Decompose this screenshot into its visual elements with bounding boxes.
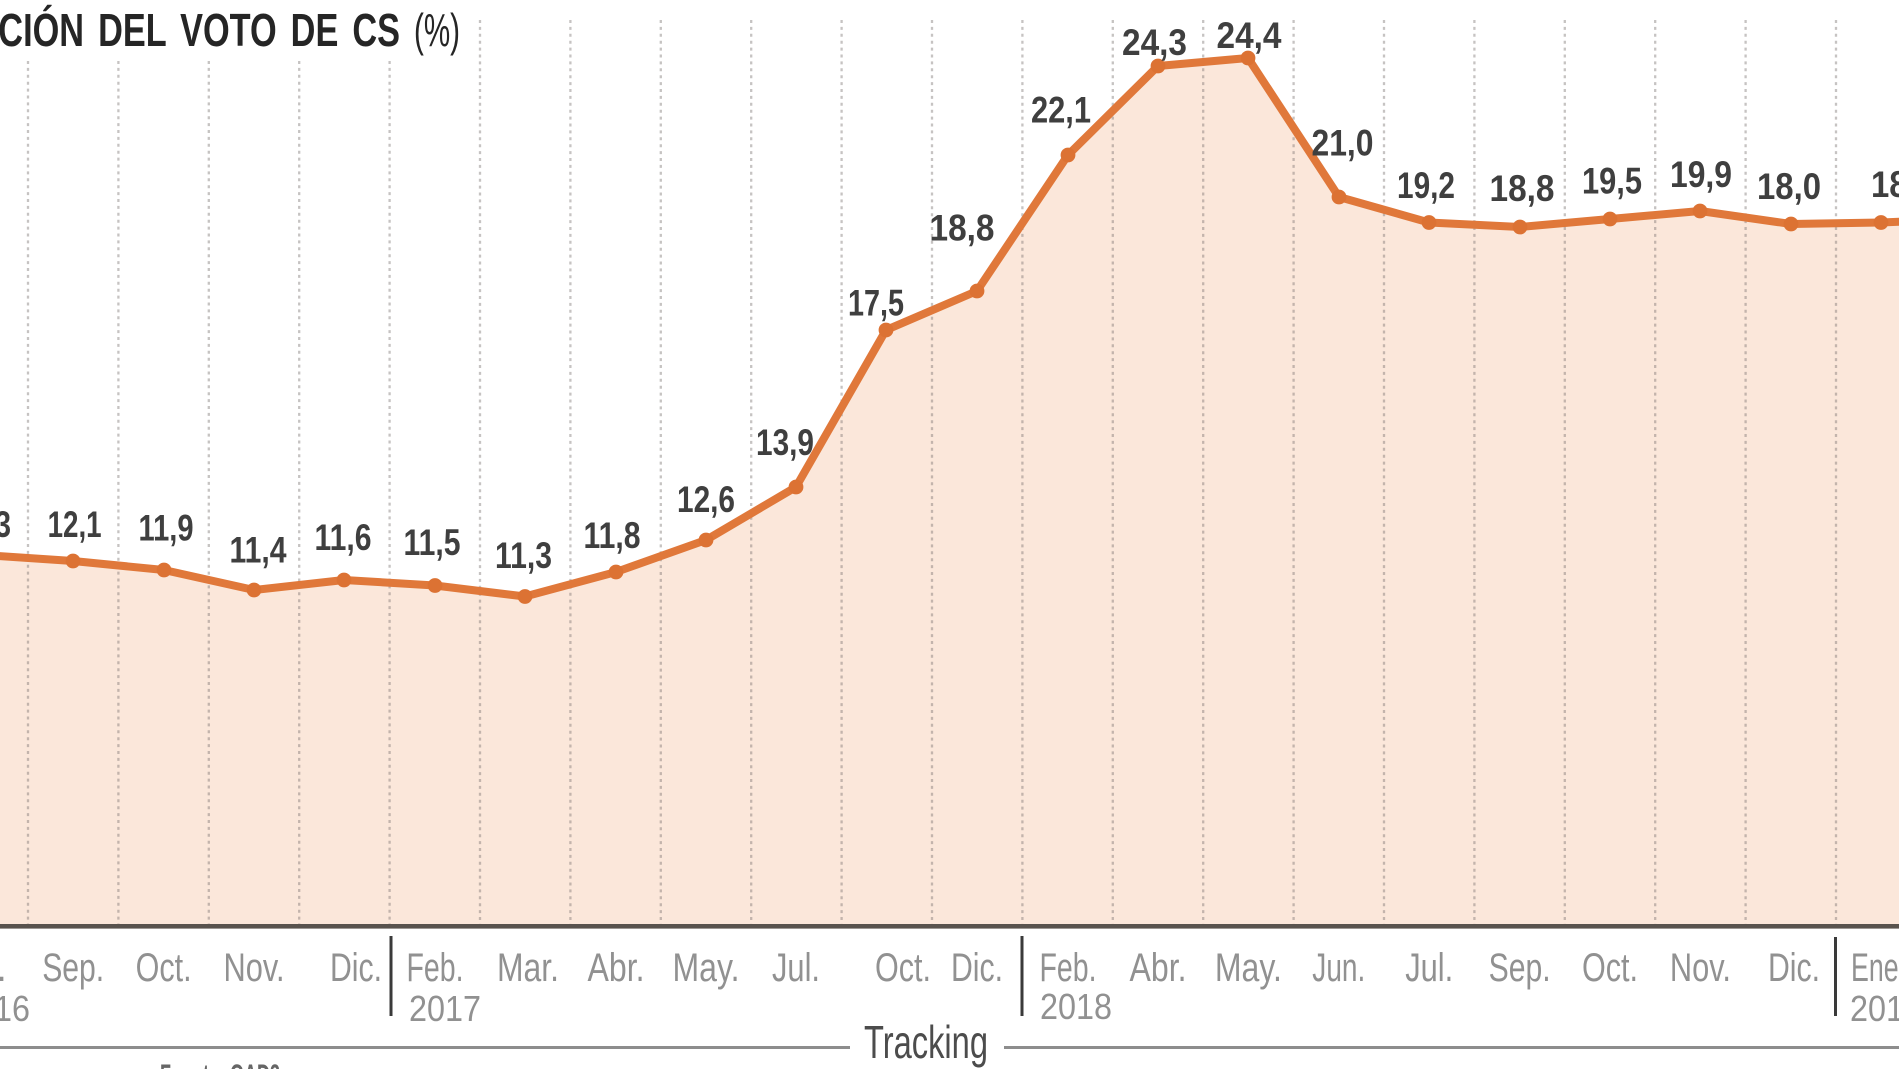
svg-text:Nov.: Nov.: [1670, 946, 1731, 990]
svg-text:Abr.: Abr.: [1130, 946, 1187, 990]
svg-text:(%): (%): [414, 4, 460, 56]
svg-text:2016: 2016: [0, 988, 30, 1029]
svg-text:Jun.: Jun.: [1312, 946, 1365, 990]
svg-text:2017: 2017: [409, 988, 481, 1029]
svg-text:12,6: 12,6: [677, 479, 735, 520]
svg-text:Ene.: Ene.: [1851, 946, 1899, 990]
svg-text:11,6: 11,6: [315, 517, 372, 558]
svg-text:18,0: 18,0: [1757, 166, 1821, 207]
svg-text:Mar.: Mar.: [497, 946, 559, 990]
svg-text:May.: May.: [1215, 946, 1282, 990]
svg-text:Oct.: Oct.: [1582, 946, 1638, 990]
svg-text:Oct.: Oct.: [875, 946, 931, 990]
svg-text:13,9: 13,9: [756, 422, 814, 463]
svg-text:17,5: 17,5: [848, 283, 904, 324]
svg-text:19,2: 19,2: [1397, 165, 1455, 206]
svg-text:24,4: 24,4: [1217, 15, 1282, 56]
svg-text:12,1: 12,1: [48, 504, 102, 545]
svg-text:Abr.: Abr.: [588, 946, 645, 990]
svg-text:ESTIMACIÓN DEL VOTO DE CS: ESTIMACIÓN DEL VOTO DE CS: [0, 4, 400, 56]
svg-text:Dic.: Dic.: [330, 946, 382, 990]
svg-text:11,3: 11,3: [495, 535, 552, 576]
svg-text:12,3: 12,3: [0, 504, 11, 545]
svg-text:Fuente: GAD3: Fuente: GAD3: [160, 1059, 280, 1069]
svg-text:18,7: 18,7: [1871, 164, 1899, 205]
svg-text:Dic.: Dic.: [951, 946, 1003, 990]
svg-text:Jul.: Jul.: [1405, 946, 1453, 990]
svg-text:Sep.: Sep.: [1489, 946, 1551, 990]
svg-text:Dic.: Dic.: [1768, 946, 1820, 990]
svg-text:Oct.: Oct.: [136, 946, 192, 990]
svg-text:2018: 2018: [1040, 986, 1112, 1027]
svg-text:2019: 2019: [1850, 988, 1899, 1029]
svg-text:18,8: 18,8: [930, 208, 995, 249]
svg-text:Feb.: Feb.: [407, 946, 464, 990]
svg-text:11,8: 11,8: [584, 515, 641, 556]
svg-text:21,0: 21,0: [1312, 123, 1374, 164]
svg-text:Sep.: Sep.: [42, 946, 104, 990]
svg-text:19,5: 19,5: [1582, 161, 1642, 202]
svg-text:11,5: 11,5: [404, 522, 461, 563]
svg-text:May.: May.: [673, 946, 740, 990]
svg-text:11,9: 11,9: [139, 508, 194, 549]
svg-text:Feb.: Feb.: [1040, 946, 1097, 990]
svg-text:Jul.: Jul.: [772, 946, 820, 990]
svg-text:24,3: 24,3: [1122, 22, 1187, 63]
svg-text:19,9: 19,9: [1670, 154, 1732, 195]
svg-text:11,4: 11,4: [230, 530, 287, 571]
svg-text:22,1: 22,1: [1031, 90, 1091, 131]
svg-text:Tracking: Tracking: [864, 1016, 988, 1068]
svg-text:18,8: 18,8: [1490, 168, 1555, 209]
svg-text:Nov.: Nov.: [224, 946, 285, 990]
svg-text:.: .: [0, 946, 7, 990]
